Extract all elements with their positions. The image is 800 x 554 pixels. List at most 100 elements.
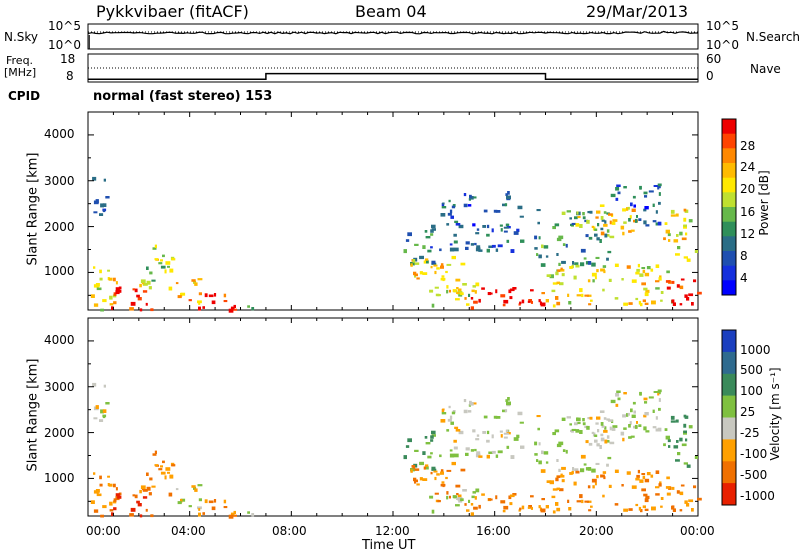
power-cell <box>575 264 580 268</box>
power-cbar-swatch <box>722 207 736 223</box>
power-cell <box>556 237 562 242</box>
power-cell <box>251 307 255 311</box>
power-panel-frame <box>87 111 699 311</box>
power-cell <box>463 203 468 208</box>
velocity-cell <box>456 497 460 500</box>
power-cell <box>154 258 159 261</box>
power-cbar-swatch <box>722 265 736 281</box>
power-cbar-swatch <box>722 119 736 135</box>
power-cell <box>596 210 601 214</box>
velocity-cell <box>440 419 446 423</box>
power-cell <box>575 223 580 227</box>
velocity-data <box>90 382 702 519</box>
velocity-cell <box>644 478 650 483</box>
velocity-cell <box>632 401 636 405</box>
velocity-cell <box>191 485 196 488</box>
power-cell <box>589 210 593 214</box>
velocity-cell <box>538 460 542 465</box>
power-data <box>90 176 702 313</box>
velocity-cell <box>601 425 605 428</box>
velocity-cell <box>666 492 671 496</box>
velocity-cell <box>616 390 621 393</box>
power-cell <box>109 295 113 300</box>
power-ytick-3000: 3000 <box>44 174 75 188</box>
power-cell <box>588 303 592 306</box>
power-cell <box>446 285 449 289</box>
power-cell <box>506 239 510 243</box>
power-cell <box>512 287 517 290</box>
velocity-cell <box>465 452 469 456</box>
velocity-cell <box>587 500 592 503</box>
velocity-cell <box>569 423 572 426</box>
velocity-cell <box>670 415 675 420</box>
power-cell <box>488 245 494 248</box>
velocity-cell <box>588 442 593 446</box>
power-cell <box>642 269 646 274</box>
power-cell <box>439 248 442 252</box>
power-cell <box>622 208 626 212</box>
power-cell <box>549 274 554 279</box>
velocity-cell <box>164 475 167 480</box>
velocity-cell <box>102 415 106 419</box>
velocity-cell <box>676 440 679 443</box>
power-cell <box>508 289 512 294</box>
velocity-cell <box>505 429 509 432</box>
velocity-cell <box>431 430 436 435</box>
velocity-cell <box>679 509 683 512</box>
power-cell <box>536 253 539 256</box>
power-cell <box>615 187 620 191</box>
power-cell <box>431 260 436 265</box>
station-title: Pykkvibaer (fitACF) <box>96 2 249 21</box>
velocity-colorbar-frame <box>721 329 737 506</box>
power-cell <box>684 209 689 213</box>
power-cell <box>686 258 691 262</box>
velocity-cell <box>641 473 646 475</box>
velocity-cell <box>142 496 148 499</box>
velocity-cell <box>412 465 416 469</box>
power-cell <box>638 300 642 305</box>
power-cell <box>145 302 148 306</box>
velocity-ylabel: Slant Range [km] <box>25 358 41 472</box>
velocity-cell <box>137 503 142 507</box>
power-cell <box>643 191 648 195</box>
velocity-cell <box>536 415 541 418</box>
power-cell <box>579 288 583 293</box>
velocity-cell <box>519 507 522 511</box>
power-cell <box>545 299 549 303</box>
power-cell <box>433 264 438 267</box>
power-cell <box>482 225 486 228</box>
velocity-cell <box>146 472 149 476</box>
power-cbar-swatch <box>722 148 736 164</box>
velocity-cell <box>458 430 464 435</box>
velocity-cell <box>483 415 488 419</box>
freq-ytick-top: 18 <box>60 52 76 66</box>
date-title: 29/Mar/2013 <box>586 2 689 21</box>
velocity-cell <box>587 485 591 489</box>
power-cell <box>620 225 625 230</box>
power-cell <box>680 278 685 281</box>
velocity-cell <box>585 467 589 471</box>
power-cell <box>600 268 605 272</box>
freq-panel-frame <box>87 53 699 83</box>
velocity-cell <box>455 429 461 432</box>
velocity-cell <box>197 484 203 487</box>
power-cell <box>559 282 564 286</box>
velocity-cell <box>109 509 114 512</box>
power-cell <box>434 270 437 275</box>
power-cell <box>450 215 454 219</box>
velocity-cell <box>419 461 424 466</box>
power-cell <box>565 243 568 248</box>
power-cell <box>441 275 445 278</box>
power-cell <box>580 262 585 267</box>
power-cell <box>621 278 624 281</box>
velocity-cell <box>591 431 595 434</box>
vel-cbar-tick-25: 25 <box>740 405 756 419</box>
velocity-cell <box>488 498 493 501</box>
power-cell <box>675 213 679 217</box>
velocity-cell <box>636 474 640 478</box>
velocity-cell <box>594 434 598 437</box>
velocity-cell <box>405 445 410 448</box>
velocity-cell <box>152 453 157 456</box>
velocity-cell <box>151 485 156 488</box>
power-cell <box>130 301 136 306</box>
